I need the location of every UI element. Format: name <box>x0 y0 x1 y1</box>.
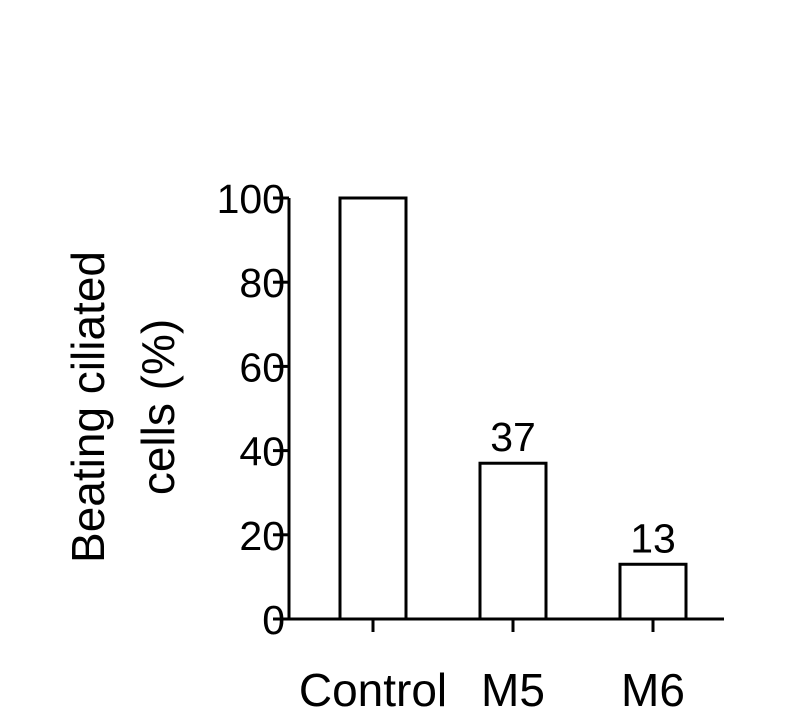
y-tick-label: 80 <box>239 260 285 306</box>
data-label-m5: 37 <box>490 414 536 460</box>
y-axis-title-line-2: cells (%) <box>132 319 184 495</box>
y-tick-label: 100 <box>217 176 285 222</box>
x-tick-label-m6: M6 <box>621 664 685 716</box>
y-axis: 0 20 40 60 80 100 <box>217 176 291 643</box>
y-tick-label: 60 <box>239 344 285 390</box>
y-axis-title: Beating ciliated cells (%) <box>62 251 184 563</box>
data-labels: 37 13 <box>490 414 676 561</box>
y-tick-label: 20 <box>239 513 285 559</box>
x-axis: Control M5 M6 <box>289 617 724 716</box>
y-tick-label: 40 <box>239 429 285 475</box>
bar-control <box>338 196 408 621</box>
bar-m6 <box>618 562 688 621</box>
y-axis-title-line-1: Beating ciliated <box>62 251 114 563</box>
x-tick-label-control: Control <box>299 664 447 716</box>
bars <box>338 196 688 621</box>
y-tick-label: 0 <box>262 597 285 643</box>
x-tick-label-m5: M5 <box>481 664 545 716</box>
bar-m5 <box>478 461 548 621</box>
data-label-m6: 13 <box>630 515 676 561</box>
